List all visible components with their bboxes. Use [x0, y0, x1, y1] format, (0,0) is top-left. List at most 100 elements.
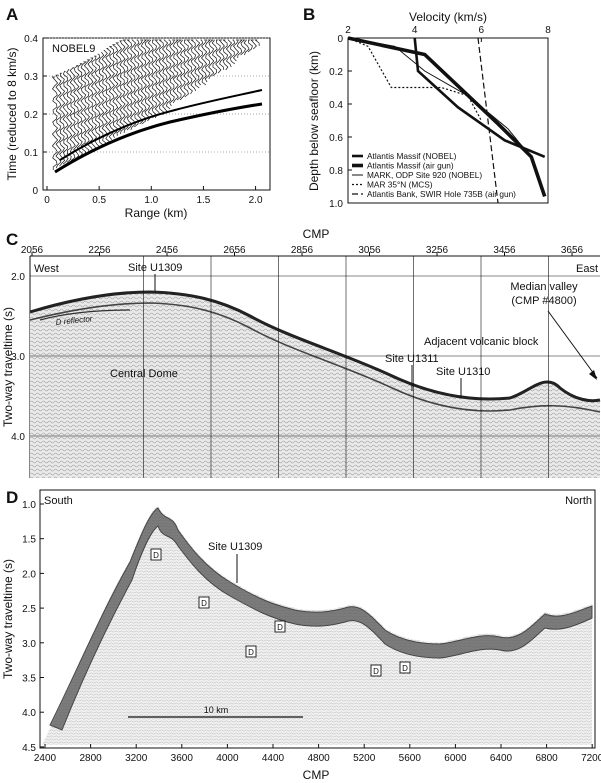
panel-a-trace: [87, 57, 94, 152]
panel-d-scale-bar-label: 10 km: [204, 705, 229, 715]
panel-a-gridlines: [43, 37, 270, 153]
panel-d-d-marker-box: [150, 548, 162, 561]
panel-b-y-tick-label: 0: [337, 34, 343, 45]
panel-c-central-dome-label: Central Dome: [110, 368, 178, 380]
panel-a-y-tick-label: 0.4: [24, 34, 38, 45]
panel-a-x-tick-label: 0: [44, 195, 50, 206]
panel-c-cmp-tick-label: 2056: [21, 245, 44, 256]
panel-a-trace: [105, 48, 112, 142]
panel-d-d-marker-box: [370, 664, 382, 677]
panel-a-trace: [66, 69, 73, 163]
panel-a-trace: [94, 53, 101, 148]
panel-a-trace: [73, 65, 80, 159]
panel-d: D 1.0 1.5 2.0 2.5 3.0 3.5 4.0 4.5 2400 2800 3200 3…: [1, 488, 601, 782]
panel-a-trace: [211, 39, 218, 77]
panel-c-arrow-head-icon: [589, 370, 597, 380]
panel-d-y-tick-label: 4.5: [22, 743, 36, 754]
panel-d-d-marker-box: [399, 661, 411, 674]
panel-d-south-label: South: [44, 495, 73, 507]
panel-a-trace: [222, 39, 229, 71]
panel-d-y-tick-label: 3.0: [22, 639, 36, 650]
panel-b-letter: B: [303, 5, 315, 24]
panel-a-trace: [240, 39, 247, 56]
panel-d-x-tick-label: 3600: [171, 753, 194, 764]
panel-b-x-tick-label: 8: [545, 25, 551, 36]
panel-d-x-tick-label: 5600: [399, 753, 422, 764]
panel-a-trace: [236, 39, 244, 59]
panel-c-site-u1309-label: Site U1309: [128, 262, 182, 274]
panel-a-trace: [111, 44, 119, 138]
panel-b-x-axis-label: Velocity (km/s): [409, 10, 487, 24]
panel-d-letter: D: [6, 488, 18, 507]
panel-d-d-marker-label: D: [402, 664, 408, 673]
panel-d-x-tick-label: 5200: [353, 753, 376, 764]
panel-b-y-ticks: 0 0.2 0.4 0.6 0.8 1.0: [329, 34, 352, 210]
panel-a-trace: [208, 39, 215, 80]
panel-a-y-tick-label: 0.2: [24, 110, 38, 121]
panel-c-d-reflector-label: D reflector: [55, 314, 93, 327]
panel-a-trace: [147, 39, 154, 119]
panel-a-letter: A: [6, 5, 18, 24]
panel-d-x-tick-label: 6400: [490, 753, 513, 764]
panel-a-trace: [144, 39, 151, 122]
panel-b-series-line: [347, 36, 547, 197]
panel-a-profile-label: NOBEL9: [52, 43, 95, 55]
panel-a-trace: [91, 55, 98, 150]
panel-a-trace: [190, 39, 197, 92]
panel-a-y-tick-label: 0.3: [24, 72, 38, 83]
panel-c-top-axis-label: CMP: [303, 227, 330, 241]
panel-a-trace: [115, 42, 122, 136]
panel-a-y-axis-label: Time (reduced to 8 km/s): [5, 48, 19, 181]
panel-d-d-reflector-markers: D D D D D D: [150, 548, 411, 677]
panel-d-x-tick-label: 4800: [307, 753, 330, 764]
panel-a-trace: [243, 39, 250, 56]
panel-a-trace: [130, 39, 137, 131]
panel-c: C CMP 2056 2256 2456 2656 2856 3056 3256 3456 36…: [1, 227, 601, 478]
panel-a-x-tick-label: 1.0: [144, 195, 158, 206]
panel-d-y-tick-label: 2.0: [22, 569, 36, 580]
panel-a-trace: [108, 46, 115, 140]
panel-b-legend: Atlantis Massif (NOBEL)Atlantis Massif (…: [352, 151, 516, 199]
panel-c-east-label: East: [576, 263, 598, 275]
panel-a-trace: [59, 72, 66, 167]
panel-d-x-tick-label: 3200: [125, 753, 148, 764]
panel-a: A NOBEL9 0 0.5 1.0 1.5 2.0 0 0.1 0.2 0.3 0.4 Ran…: [5, 5, 271, 220]
panel-d-y-ticks: 1.0 1.5 2.0 2.5 3.0 3.5 4.0 4.5: [22, 500, 44, 754]
panel-c-y-tick-label: 2.0: [11, 272, 25, 283]
panel-a-second-arrival: [59, 89, 263, 161]
panel-b-x-tick-label: 4: [412, 25, 418, 36]
panel-d-site-label: Site U1309: [208, 541, 262, 553]
panel-a-trace: [80, 61, 87, 155]
panel-c-cmp-tick-label: 2456: [156, 245, 179, 256]
panel-d-d-marker-box: [274, 620, 286, 633]
panel-a-trace: [193, 39, 201, 89]
panel-d-d-marker-label: D: [153, 551, 159, 560]
panel-a-trace: [51, 76, 59, 170]
panel-a-trace: [162, 39, 169, 113]
panel-c-cmp-tick-label: 2856: [291, 245, 314, 256]
panel-c-y-axis-label: Two-way traveltime (s): [1, 307, 15, 427]
panel-a-x-tick-label: 1.5: [196, 195, 210, 206]
panel-d-y-tick-label: 4.0: [22, 708, 36, 719]
panel-d-x-tick-label: 4400: [262, 753, 285, 764]
panel-b-y-tick-label: 0.8: [329, 166, 343, 177]
panel-d-x-tick-label: 4000: [216, 753, 239, 764]
panel-a-trace: [151, 39, 158, 119]
panel-d-x-tick-label: 6000: [444, 753, 467, 764]
panel-d-x-tick-label: 2800: [79, 753, 102, 764]
panel-c-subsurface-reflector: [29, 302, 601, 413]
panel-a-trace: [76, 63, 83, 157]
panel-a-seismic-traces: [51, 39, 263, 174]
panel-c-y-ticks: 2.0 3.0 4.0: [11, 272, 25, 443]
panel-a-trace: [218, 39, 225, 71]
panel-a-trace: [250, 39, 257, 50]
panel-a-trace: [133, 39, 140, 128]
panel-a-trace: [165, 39, 172, 110]
panel-c-d-reflector-trace: [39, 309, 131, 321]
panel-b-velocity-profiles: [347, 36, 547, 204]
panel-a-trace: [172, 39, 180, 104]
panel-d-d-marker-box: [245, 645, 257, 658]
panel-a-x-axis-label: Range (km): [125, 206, 188, 220]
panel-b-series-line: [347, 37, 482, 121]
